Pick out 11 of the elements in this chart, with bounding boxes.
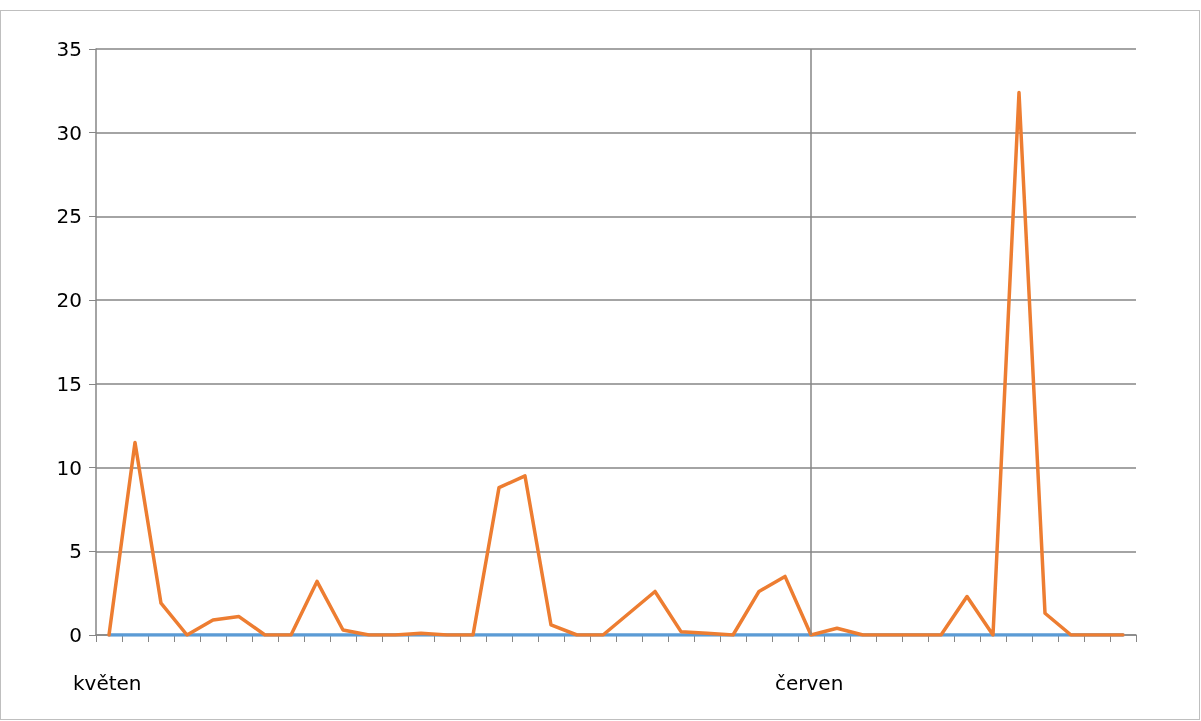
y-tick-label: 5 bbox=[69, 539, 82, 564]
y-tick-label: 0 bbox=[69, 623, 82, 647]
y-tick-label: 20 bbox=[56, 288, 82, 313]
y-tick-label: 10 bbox=[56, 455, 82, 480]
y-tick-label: 35 bbox=[56, 37, 82, 61]
x-tick-label: červen bbox=[775, 671, 844, 695]
y-tick-label: 30 bbox=[56, 120, 82, 145]
line-series bbox=[107, 90, 1125, 637]
x-tick-label: květen bbox=[73, 671, 142, 695]
y-tick-label: 15 bbox=[56, 371, 82, 396]
y-tick-label: 25 bbox=[56, 204, 82, 229]
